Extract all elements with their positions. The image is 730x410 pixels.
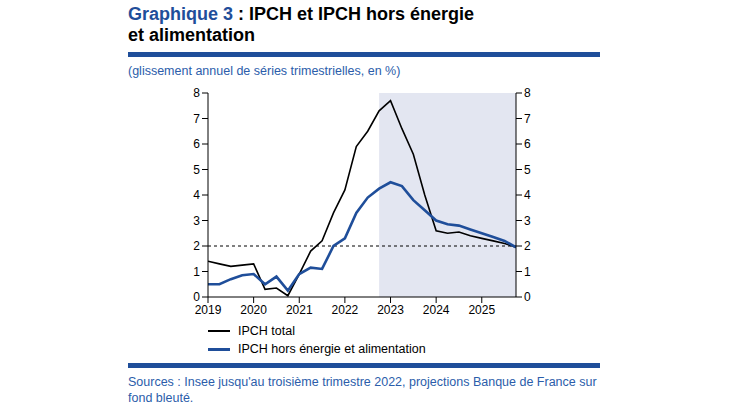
svg-text:2025: 2025 bbox=[468, 303, 495, 317]
svg-text:2022: 2022 bbox=[332, 303, 359, 317]
svg-text:1: 1 bbox=[193, 265, 200, 279]
html-text:Graphique 3: IPCH et IPCH hors: Graphique 3: IPCH et IPCH hors énergie bbox=[128, 4, 475, 24]
svg-text:0: 0 bbox=[193, 290, 200, 304]
svg-text:4: 4 bbox=[193, 188, 200, 202]
svg-text:0: 0 bbox=[524, 290, 531, 304]
svg-text:2024: 2024 bbox=[423, 303, 450, 317]
svg-text:8: 8 bbox=[193, 86, 200, 100]
svg-text:2021: 2021 bbox=[286, 303, 313, 317]
html-text:et alimentation: et alimentation bbox=[128, 25, 255, 45]
svg-text:3: 3 bbox=[193, 214, 200, 228]
svg-text:3: 3 bbox=[524, 214, 531, 228]
svg-text:7: 7 bbox=[193, 112, 200, 126]
svg-text:5: 5 bbox=[524, 163, 531, 177]
svg-text:1: 1 bbox=[524, 265, 531, 279]
svg-text:6: 6 bbox=[524, 137, 531, 151]
svg-text:8: 8 bbox=[524, 86, 531, 100]
svg-text:6: 6 bbox=[193, 137, 200, 151]
svg-text:7: 7 bbox=[524, 112, 531, 126]
svg-text:2: 2 bbox=[524, 239, 531, 253]
html-text:Sources : Insee jusqu'au trois: Sources : Insee jusqu'au troisième trime… bbox=[128, 375, 597, 405]
svg-text:2023: 2023 bbox=[377, 303, 404, 317]
svg-text:4: 4 bbox=[524, 188, 531, 202]
svg-text:2: 2 bbox=[193, 239, 200, 253]
svg-text:5: 5 bbox=[193, 163, 200, 177]
html-text:(glissement annuel de séries t: (glissement annuel de séries trimestriel… bbox=[128, 64, 401, 78]
svg-text:2020: 2020 bbox=[240, 303, 267, 317]
svg-text:2019: 2019 bbox=[195, 303, 222, 317]
html-text:IPCH total: IPCH total bbox=[238, 324, 295, 338]
html-text:IPCH hors énergie et alimentat: IPCH hors énergie et alimentation bbox=[238, 342, 426, 356]
